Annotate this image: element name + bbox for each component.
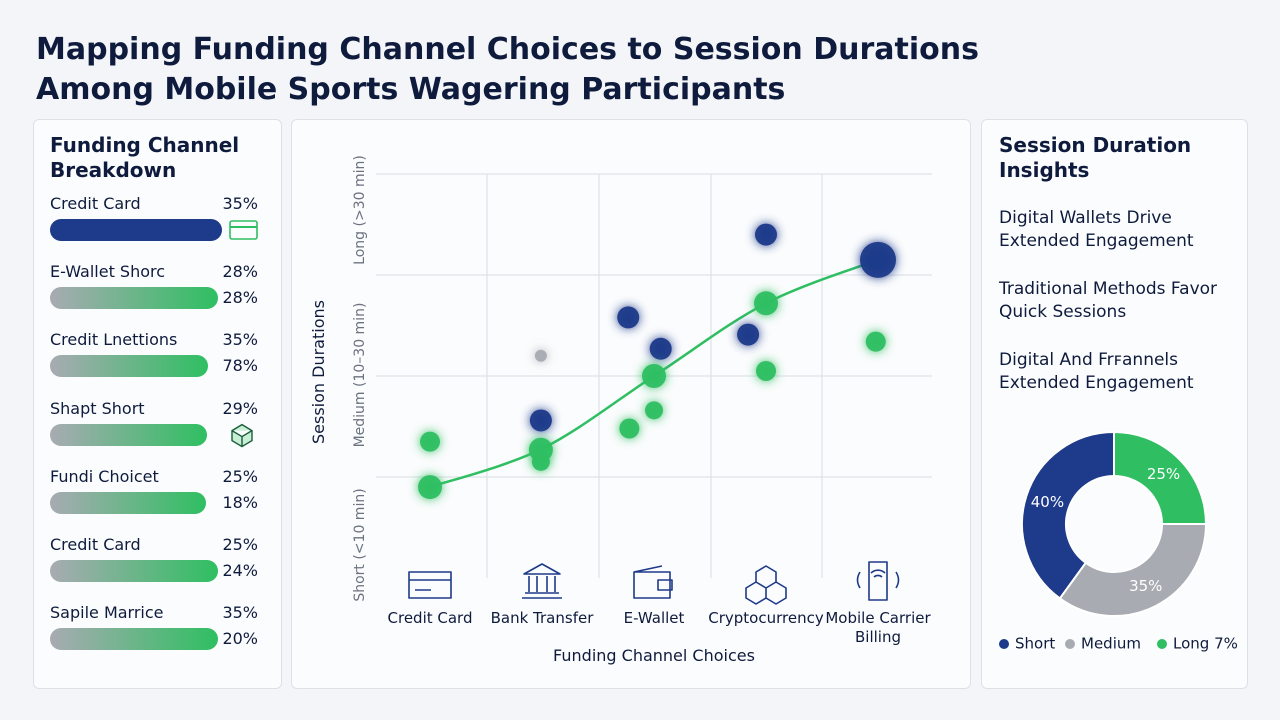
channel-icon <box>522 563 562 599</box>
row-label: Shapt Short <box>50 398 145 418</box>
bubble <box>860 241 896 278</box>
insight-text: Traditional Methods Favor Quick Sessions <box>999 279 1218 322</box>
bubble <box>642 364 666 388</box>
bubble <box>617 306 640 329</box>
card-icon <box>229 220 258 240</box>
legend-label: Medium <box>1081 635 1141 653</box>
legend-swatch <box>1157 639 1167 649</box>
y-axis-title: Session Durations <box>309 300 328 444</box>
row-bar <box>50 628 218 651</box>
legend-swatch <box>1065 639 1075 649</box>
x-category-label: Bank Transfer <box>490 609 594 627</box>
x-category-label: Mobile Carrier Billing <box>825 609 931 646</box>
x-category-label: E-Wallet <box>623 609 685 627</box>
row-label: Credit Card <box>50 535 141 554</box>
row-value: 35% <box>222 603 258 623</box>
row-bar <box>50 491 206 514</box>
row-bar <box>50 560 218 582</box>
y-category-label: Short (<10 min) <box>352 488 368 601</box>
row-value: 35% <box>222 330 258 350</box>
bubble <box>531 452 550 471</box>
row-value: 35% <box>222 194 258 213</box>
row-bar <box>50 423 207 446</box>
insight-text: Digital And Frꜰannels Extended Engagemen… <box>999 350 1194 393</box>
slice-label: 40% <box>1031 493 1064 511</box>
row-label: Fundi Choicet <box>50 466 159 486</box>
bubble <box>865 331 886 352</box>
legend-swatch <box>999 639 1009 649</box>
bubble <box>755 223 777 246</box>
y-category-label: Medium (10–30 min) <box>352 303 368 448</box>
donut-slice <box>1021 430 1115 600</box>
page-title: Mapping Funding Channel Choices to Sessi… <box>36 32 979 107</box>
row-bar <box>50 287 218 310</box>
bubble <box>754 291 778 316</box>
donut-slice <box>1113 430 1208 525</box>
bubble <box>619 418 640 439</box>
row-bar <box>50 219 222 241</box>
row-label: Credit Lnettions <box>50 330 178 350</box>
breakdown-title: Funding Channel Breakdown <box>50 133 240 182</box>
y-category-label: Long (>30 min) <box>352 155 368 265</box>
bubble <box>420 431 440 452</box>
insights-title: Session Duration Insights <box>999 133 1192 182</box>
row-label: Sapile Marrice <box>50 603 164 623</box>
cube-icon <box>231 423 253 448</box>
row-bar-value: 24% <box>222 561 258 580</box>
legend-label: Short <box>1015 635 1055 653</box>
row-value: 28% <box>222 262 258 282</box>
channel-icon <box>856 561 900 601</box>
row-bar-value: 18% <box>222 492 258 512</box>
slice-label: 35% <box>1129 577 1162 595</box>
donut-slice <box>1058 523 1208 617</box>
x-category-label: Cryptocurrency <box>708 609 824 627</box>
bubble <box>645 401 663 420</box>
bubble <box>529 409 552 432</box>
x-category-label: Credit Card <box>387 609 473 627</box>
insight-text: Digital Wallets Drive Extended Engagemen… <box>999 208 1194 251</box>
row-value: 29% <box>222 398 258 418</box>
bubble <box>756 360 776 381</box>
slice-label: 25% <box>1147 465 1180 483</box>
row-bar-value: 28% <box>222 288 258 308</box>
bubble <box>534 349 547 362</box>
breakdown-panel <box>33 119 282 689</box>
row-label: Credit Card <box>50 194 141 213</box>
legend-label: Long 7% <box>1173 635 1238 653</box>
row-value: 25% <box>222 535 258 554</box>
row-bar-value: 20% <box>222 629 258 649</box>
channel-icon <box>408 571 452 599</box>
bubble <box>418 475 442 500</box>
chart-panel <box>291 119 971 689</box>
row-bar <box>50 355 208 378</box>
channel-icon <box>745 565 787 605</box>
row-bar-value: 78% <box>222 356 258 376</box>
channel-icon <box>633 565 673 599</box>
x-axis-title: Funding Channel Choices <box>553 646 755 665</box>
row-label: E-Wallet Shorc <box>50 262 166 282</box>
row-value: 25% <box>222 466 258 486</box>
bubble <box>649 337 672 360</box>
bubble <box>737 323 760 346</box>
